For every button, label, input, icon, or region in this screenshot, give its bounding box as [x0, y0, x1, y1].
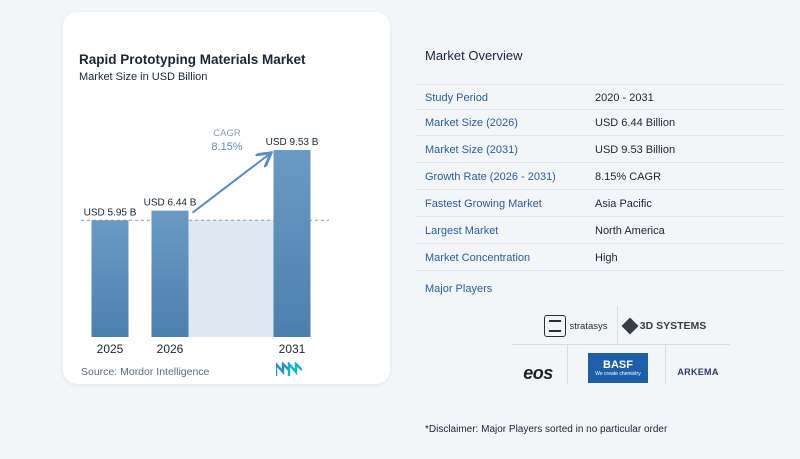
arkema-logo: ARKEMA [669, 364, 727, 380]
row-value: High [595, 252, 618, 264]
cagr-arrow [191, 154, 270, 214]
x-tick-label: 2025 [97, 342, 124, 356]
overview-row-fastest-growing: Fastest Growing Market Asia Pacific [415, 191, 785, 217]
overview-title: Market Overview [425, 48, 523, 63]
row-value: 2020 - 2031 [595, 92, 654, 104]
cagr-value: 8.15% [211, 141, 242, 153]
3d-systems-mark-icon [621, 317, 639, 335]
overview-row-growth-rate: Growth Rate (2026 - 2031) 8.15% CAGR [415, 164, 785, 190]
basf-tagline: We create chemistry [595, 371, 641, 377]
source-note: Source: Mordor Intelligence [81, 366, 210, 378]
chart-card: Rapid Prototyping Materials Market Marke… [63, 12, 390, 384]
row-label: Market Size (2026) [425, 117, 518, 129]
growth-shade-area [188, 220, 274, 337]
3d-systems-logo: 3D SYSTEMS [621, 317, 707, 335]
x-tick-label: 2026 [157, 342, 184, 356]
eos-logo-text: eos [523, 362, 553, 383]
row-label: Market Concentration [425, 252, 531, 264]
bar-2026 [151, 210, 189, 337]
bar-chart: USD 5.95 B 2025 USD 6.44 B 2026 USD 9.53 B 20… [81, 128, 329, 356]
row-label: Study Period [425, 92, 488, 104]
row-value: 8.15% CAGR [595, 171, 662, 183]
overview-row-market-size-2026: Market Size (2026) USD 6.44 Billion [415, 110, 785, 136]
row-label: Growth Rate (2026 - 2031) [425, 171, 556, 183]
mordor-intelligence-logo-icon [276, 362, 302, 376]
grid-divider [567, 344, 568, 384]
basf-logo: BASF We create chemistry [588, 353, 648, 383]
grid-divider [512, 344, 730, 345]
chart-subtitle: Market Size in USD Billion [79, 71, 208, 83]
stratasys-mark-icon [544, 315, 567, 337]
row-value: USD 6.44 Billion [595, 117, 676, 129]
overview-row-market-size-2031: Market Size (2031) USD 9.53 Billion [415, 137, 785, 163]
chart-title: Rapid Prototyping Materials Market [79, 52, 306, 67]
row-value: Asia Pacific [595, 198, 652, 210]
basf-logo-text: BASF [603, 359, 633, 371]
bar-2025 [91, 220, 129, 337]
overview-row-study-period: Study Period 2020 - 2031 [415, 84, 785, 110]
overview-row-market-concentration: Market Concentration High [415, 245, 785, 271]
row-value: USD 9.53 Billion [595, 144, 676, 156]
x-tick-label: 2031 [279, 342, 306, 356]
bar-value-label: USD 5.95 B [84, 207, 137, 218]
grid-divider [665, 344, 666, 384]
overview-row-largest-market: Largest Market North America [415, 218, 785, 244]
stratasys-logo-text: stratasys [569, 320, 608, 332]
row-value: North America [595, 225, 665, 237]
cagr-label: CAGR [213, 128, 241, 139]
bar-value-label: USD 6.44 B [144, 198, 197, 209]
disclaimer: *Disclaimer: Major Players sorted in no … [425, 424, 668, 435]
row-label: Market Size (2031) [425, 144, 518, 156]
3d-systems-logo-text: 3D SYSTEMS [639, 320, 707, 332]
grid-divider [617, 306, 618, 344]
eos-logo: eos [515, 362, 561, 384]
bar-value-label: USD 9.53 B [266, 137, 319, 148]
market-overview: Market Overview Study Period 2020 - 2031… [415, 0, 800, 459]
major-players-label: Major Players [425, 283, 493, 295]
row-label: Largest Market [425, 225, 499, 237]
arkema-logo-text: ARKEMA [677, 367, 719, 377]
bar-2031 [273, 150, 311, 337]
row-label: Fastest Growing Market [425, 198, 542, 210]
stratasys-logo: stratasys [541, 314, 611, 338]
